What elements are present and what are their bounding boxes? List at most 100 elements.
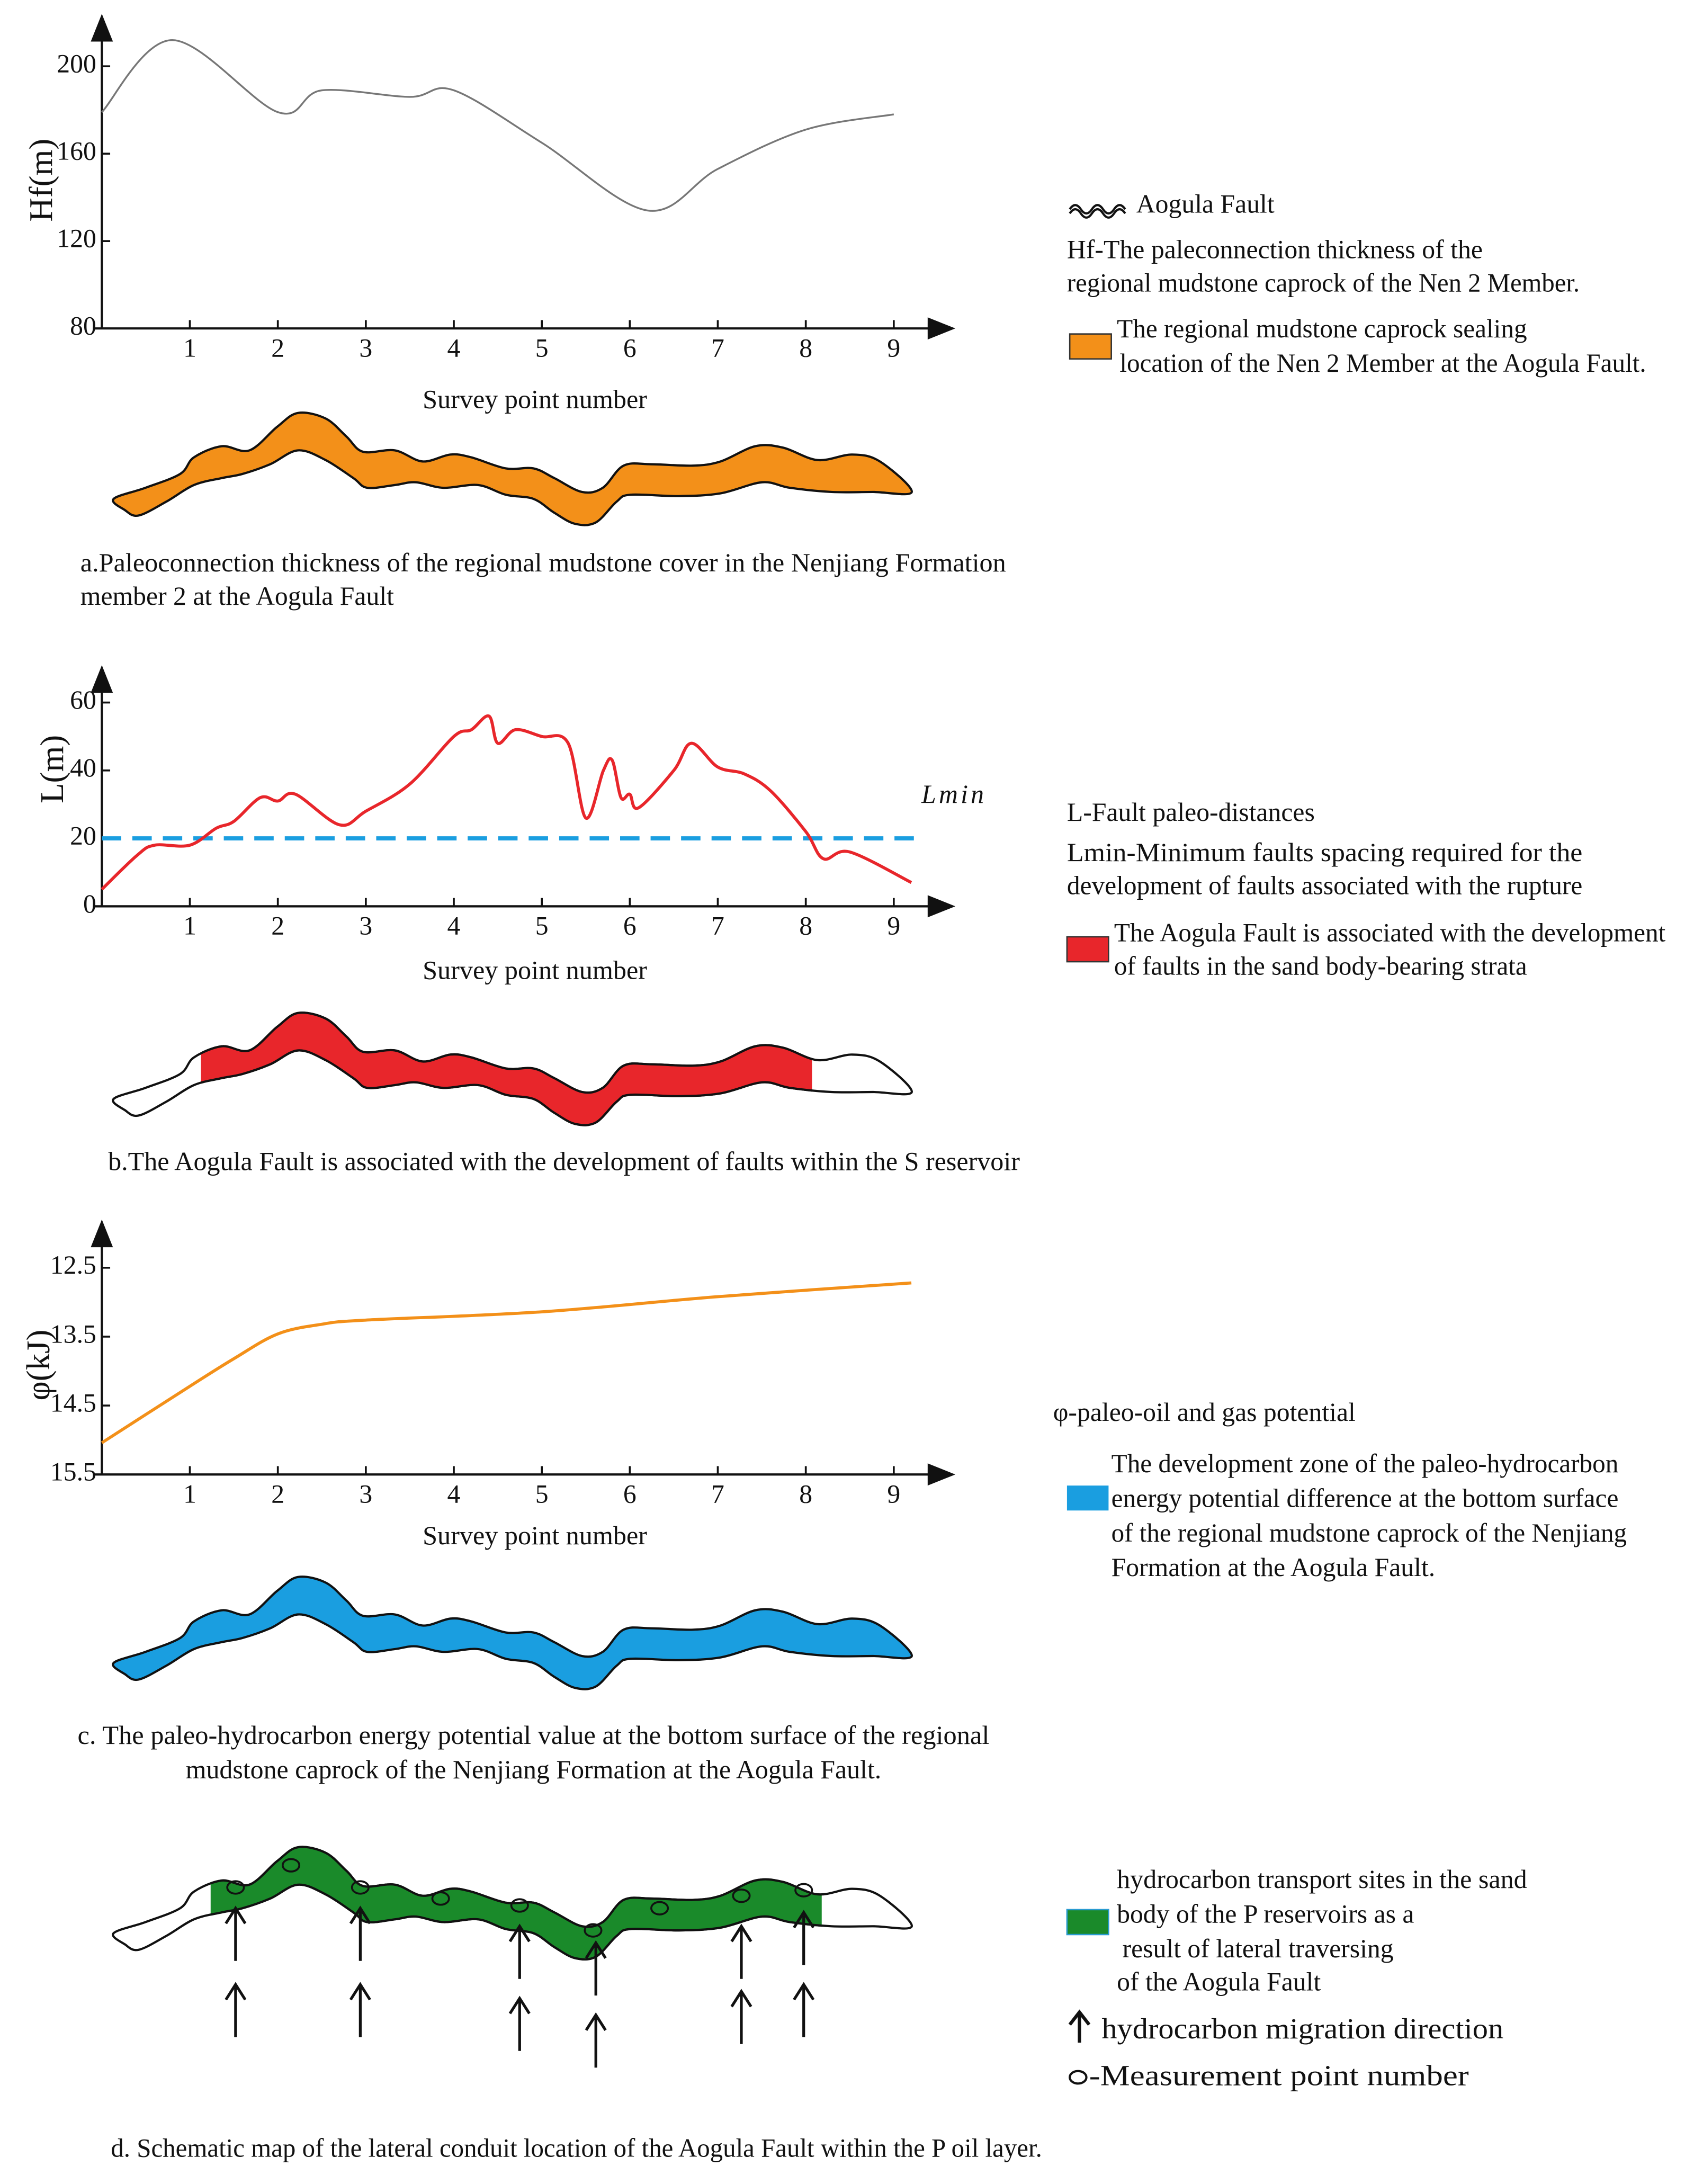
caption: d. Schematic map of the lateral conduit … — [111, 2134, 1042, 2163]
x-axis-label: Survey point number — [423, 1521, 647, 1550]
y-tick-label: 12.5 — [50, 1250, 96, 1279]
y-tick-label: 14.5 — [50, 1388, 96, 1417]
y-axis-arrow — [91, 14, 113, 42]
legend-text: L-Fault paleo-distances — [1067, 798, 1315, 827]
x-tick-label: 7 — [711, 333, 724, 362]
x-tick-label: 8 — [799, 911, 812, 941]
measurement-circle — [794, 1883, 813, 1897]
legend-text: The Aogula Fault is associated with the … — [1114, 918, 1666, 947]
legend-text: φ-paleo-oil and gas potential — [1053, 1398, 1356, 1427]
caption: member 2 at the Aogula Fault — [80, 581, 394, 611]
migration-arrow — [793, 1982, 815, 2037]
x-tick-label: 3 — [359, 1479, 372, 1508]
data-line — [101, 1281, 912, 1444]
x-axis-label: Survey point number — [423, 955, 647, 984]
x-tick-label: 6 — [623, 1479, 637, 1508]
y-tick-label: 15.5 — [50, 1457, 96, 1487]
x-tick-label: 5 — [535, 911, 549, 941]
migration-arrow — [730, 1989, 752, 2044]
x-tick-label: 5 — [535, 1479, 549, 1508]
x-axis-arrow — [927, 317, 956, 340]
y-tick-label: 120 — [57, 224, 96, 253]
migration-arrow — [225, 1982, 247, 2037]
measurement-circle — [226, 1880, 245, 1895]
y-axis-label: L(m) — [33, 735, 70, 803]
migration-arrow — [585, 2012, 607, 2068]
legend-text: hydrocarbon migration direction — [1101, 2012, 1503, 2045]
legend-text: of faults in the sand body-bearing strat… — [1114, 952, 1527, 981]
strip-c — [112, 1576, 913, 1690]
y-tick-label: 0 — [83, 889, 96, 918]
fault-icon — [1069, 204, 1126, 219]
legend-text: of the regional mudstone caprock of the … — [1112, 1518, 1627, 1547]
x-tick-label: 6 — [623, 333, 637, 362]
strip-b — [201, 1012, 812, 1126]
legend-text: location of the Nen 2 Member at the Aogu… — [1119, 348, 1646, 378]
measurement-circle — [732, 1888, 751, 1903]
migration-arrow — [730, 1923, 752, 1979]
legend-text: hydrocarbon transport sites in the sand — [1117, 1865, 1527, 1894]
x-tick-label: 4 — [447, 1479, 461, 1508]
x-tick-label: 8 — [799, 333, 812, 362]
legend-swatch — [1066, 1485, 1109, 1511]
circle-icon — [1069, 2070, 1088, 2085]
legend-text: Lmin-Minimum faults spacing required for… — [1067, 838, 1582, 867]
x-axis-arrow — [927, 895, 956, 918]
migration-arrow — [508, 1923, 531, 1979]
y-tick-label: 200 — [57, 49, 96, 78]
x-tick-label: 1 — [183, 1479, 196, 1508]
legend-text: development of faults associated with th… — [1067, 871, 1582, 900]
measurement-circle — [650, 1901, 669, 1916]
x-tick-label: 2 — [271, 1479, 284, 1508]
y-tick-label: 160 — [57, 137, 96, 166]
x-tick-label: 2 — [271, 333, 284, 362]
x-tick-label: 1 — [183, 333, 196, 362]
caption: a.Paleoconnection thickness of the regio… — [80, 548, 1006, 577]
migration-arrow — [508, 1995, 531, 2051]
x-tick-label: 7 — [711, 911, 724, 941]
x-tick-label: 1 — [183, 911, 196, 941]
x-tick-label: 4 — [447, 911, 461, 941]
x-axis-arrow — [927, 1463, 956, 1486]
migration-arrow — [349, 1982, 371, 2037]
y-tick-label: 20 — [70, 821, 96, 851]
data-line — [101, 39, 894, 212]
y-tick-label: 13.5 — [50, 1319, 96, 1348]
legend-text: -Measurement point number — [1089, 2060, 1469, 2092]
legend-text: Formation at the Aogula Fault. — [1112, 1553, 1436, 1582]
y-axis-label: φ(kJ) — [20, 1330, 57, 1401]
y-axis-arrow — [91, 665, 113, 693]
legend-text: The regional mudstone caprock sealing — [1117, 314, 1527, 343]
x-tick-label: 6 — [623, 911, 637, 941]
x-tick-label: 9 — [887, 333, 900, 362]
legend-text: energy potential difference at the botto… — [1112, 1483, 1619, 1512]
legend-text: body of the P reservoirs as a — [1117, 1899, 1414, 1928]
captions: a.Paleoconnection thickness of the regio… — [78, 548, 1042, 2163]
caption: mudstone caprock of the Nenjiang Formati… — [186, 1755, 882, 1784]
legend-text: Aogula Fault — [1136, 189, 1275, 218]
y-tick-label: 60 — [70, 685, 96, 714]
legend-text: The development zone of the paleo-hydroc… — [1112, 1449, 1619, 1478]
y-axis-label: Hf(m) — [22, 139, 59, 222]
x-tick-label: 3 — [359, 911, 372, 941]
caption: b.The Aogula Fault is associated with th… — [108, 1147, 1020, 1176]
caption: c. The paleo-hydrocarbon energy potentia… — [78, 1721, 990, 1750]
legend-text: result of lateral traversing — [1123, 1934, 1394, 1963]
legend-text: regional mudstone caprock of the Nen 2 M… — [1067, 268, 1580, 297]
arrow-icon — [1068, 2009, 1091, 2043]
x-tick-label: 2 — [271, 911, 284, 941]
legend-text: Hf-The paleconnection thickness of the — [1067, 235, 1483, 264]
fault-strips — [112, 411, 913, 2068]
strip-d — [210, 1846, 822, 1961]
y-axis-arrow — [91, 1219, 113, 1248]
legend-text: of the Aogula Fault — [1117, 1967, 1321, 1997]
legend: Aogula Fault Hf-The paleconnection thick… — [1053, 189, 1666, 2091]
x-tick-label: 9 — [887, 1479, 900, 1508]
legend-swatch — [1066, 936, 1109, 963]
y-tick-label: 80 — [70, 311, 96, 341]
measurement-circle — [584, 1923, 603, 1938]
measurement-circle — [282, 1858, 301, 1873]
x-axis-label: Survey point number — [423, 384, 647, 414]
measurement-circle — [351, 1880, 370, 1895]
